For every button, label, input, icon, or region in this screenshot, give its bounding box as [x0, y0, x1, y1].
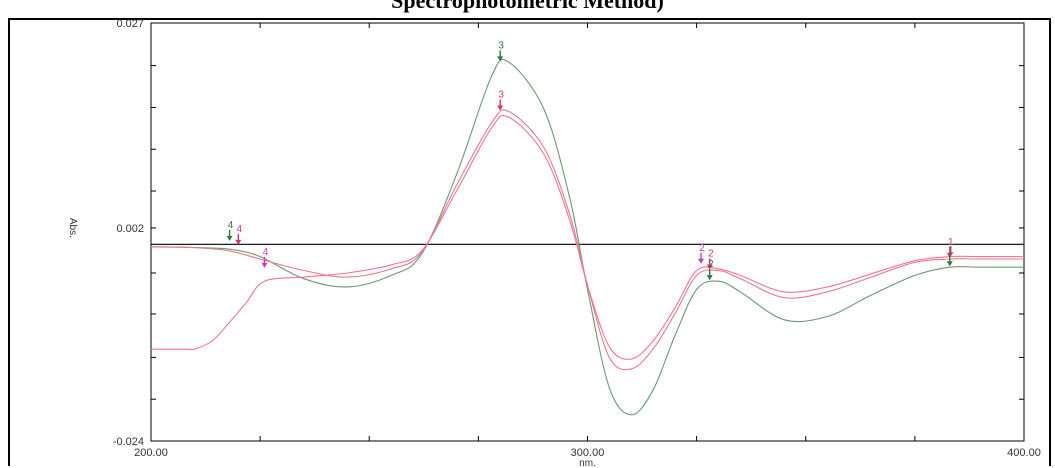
chart-title: Spectrophotometric Method) — [391, 0, 664, 13]
peak-marker-label-6: 2 — [708, 249, 714, 260]
tick-marks — [150, 22, 1025, 442]
series-line-1 — [150, 109, 1024, 371]
series-line-2 — [151, 114, 1024, 360]
peak-marker-label-2: 4 — [228, 220, 234, 231]
peak-marker-label-5: 2 — [699, 243, 705, 254]
x-tick-label-1: 300.00 — [571, 447, 605, 459]
chart-frame — [8, 18, 1051, 466]
peak-marker-label-1: 3 — [498, 90, 504, 101]
peak-marker-9: 1 — [946, 245, 954, 267]
peak-marker-1: 3 — [497, 90, 504, 111]
peak-marker-6: 2 — [706, 249, 714, 270]
series-line-0 — [150, 58, 1024, 416]
x-axis-label: nm. — [579, 458, 596, 468]
label-layer: 200.00 300.00 400.00 0.027 0.002 -0.024 nm. Abs… — [67, 18, 1041, 468]
y-tick-label-2: -0.024 — [113, 436, 144, 448]
peak-marker-label-8: 1 — [948, 237, 954, 248]
x-tick-label-2: 400.00 — [1007, 447, 1041, 459]
y-tick-label-0: 0.027 — [116, 18, 144, 30]
x-tick-label-0: 200.00 — [134, 447, 168, 459]
peak-marker-0: 3 — [497, 40, 504, 62]
peak-marker-3: 4 — [235, 224, 243, 245]
y-tick-label-1: 0.002 — [116, 223, 144, 235]
peak-marker-label-7: 2 — [708, 259, 714, 270]
peak-marker-5: 2 — [697, 243, 705, 264]
peak-marker-4: 4 — [261, 247, 269, 268]
peak-marker-label-3: 4 — [237, 224, 243, 235]
peak-marker-label-0: 3 — [498, 40, 504, 51]
plot-area-border — [150, 22, 1025, 442]
y-axis-label: Abs. — [67, 218, 78, 238]
peak-marker-label-9: 1 — [948, 245, 954, 256]
peak-marker-label-4: 4 — [263, 247, 269, 258]
peak-marker-2: 4 — [226, 220, 234, 241]
series-layer — [150, 58, 1024, 416]
peak-marker-7: 2 — [706, 259, 714, 281]
